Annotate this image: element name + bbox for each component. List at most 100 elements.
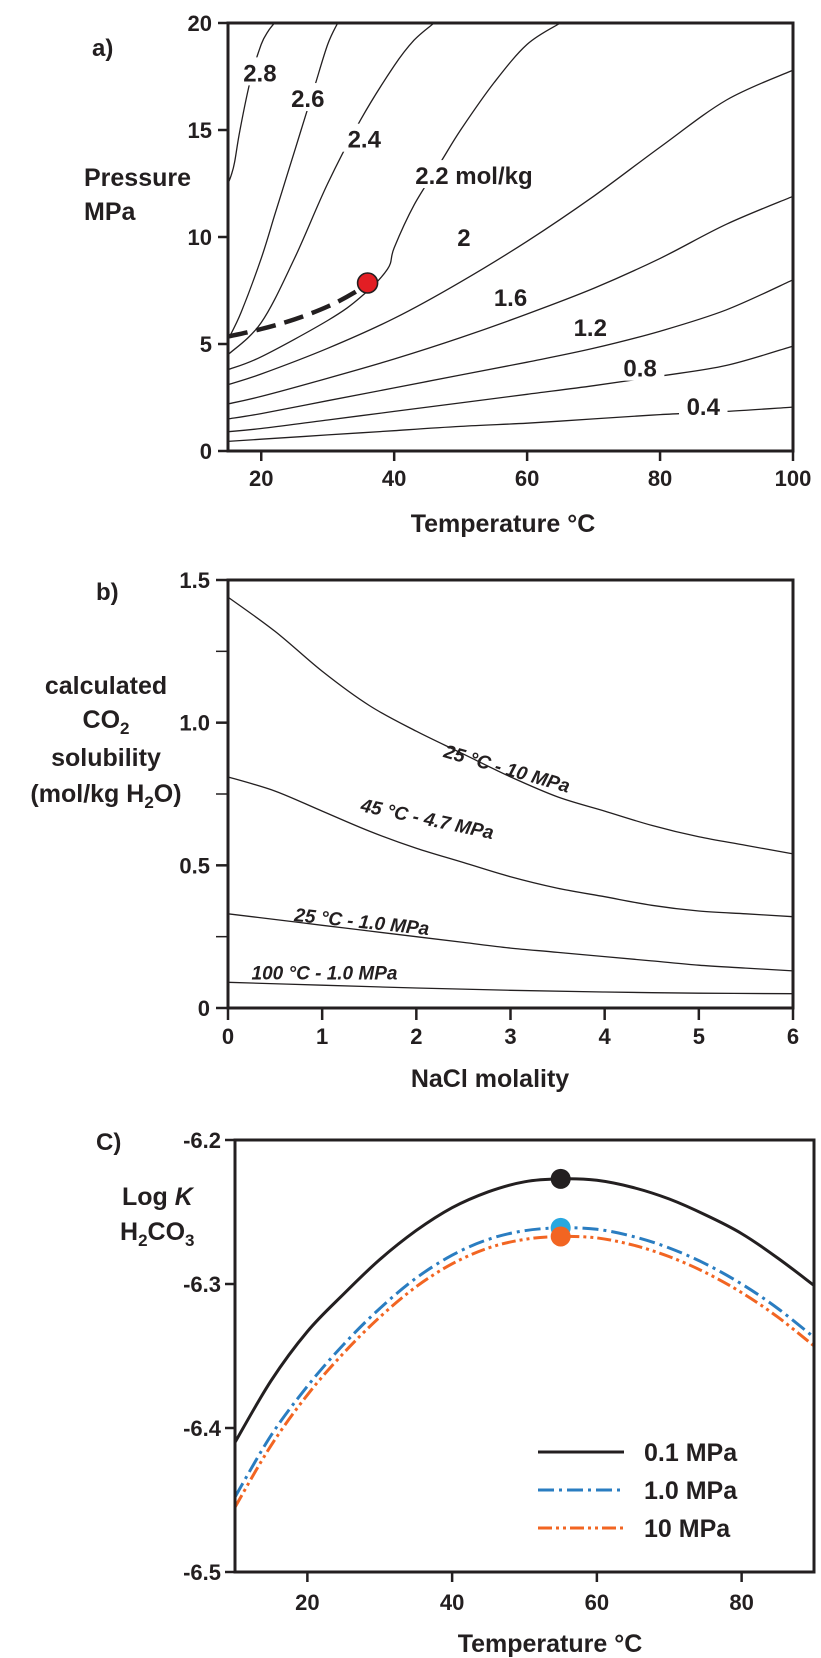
panel-c-xtick-label: 60 [585, 1590, 609, 1615]
panel-b-label: b) [96, 579, 119, 606]
panel-c-ytick-label: -6.5 [183, 1560, 221, 1585]
panel-b-solubility-curve [227, 913, 794, 972]
panel-a-label-mask [615, 352, 665, 381]
panel-a-label: a) [92, 35, 113, 62]
panel-a-critical-point [356, 272, 379, 294]
panel-a-xlabel: Temperature °C [411, 510, 596, 538]
panel-b-xtick-label: 2 [410, 1024, 422, 1049]
panel-a-isoline [227, 22, 276, 184]
panel-c-ylabel-sub2: 2 [138, 1231, 147, 1250]
panel-b-xtick-label: 4 [599, 1024, 612, 1049]
panel-c-xtick-label: 20 [295, 1590, 319, 1615]
panel-a-ytick-label: 5 [200, 332, 212, 357]
panel-a-label-mask [566, 312, 615, 341]
panel-a-label-mask [486, 282, 535, 311]
panel-b-ytick-label: 0.5 [179, 853, 210, 878]
panel-c-frame [233, 1138, 816, 1574]
panel-a-xtick-label: 80 [648, 466, 672, 491]
panel-c-ylabel-co: CO [148, 1218, 186, 1246]
panel-a-phase-boundary [227, 281, 369, 339]
panel-b-curve-label: 25 °C - 10 MPa [440, 741, 572, 797]
panel-b-frame [226, 578, 795, 1010]
panel-b-solubility-curve [227, 981, 794, 995]
panel-c-ytick-label: -6.4 [183, 1416, 222, 1441]
panel-a-isoline-label: 1.2 [574, 315, 607, 342]
panel-b-ytick-label: 0 [198, 996, 210, 1021]
panel-b-xtick-label: 3 [504, 1024, 516, 1049]
panel-a-xtick-label: 20 [249, 466, 273, 491]
panel-a-ytick-label: 15 [188, 118, 212, 143]
panel-c-ylabel-sub3: 3 [185, 1231, 194, 1250]
panel-a-xtick-label: 100 [775, 466, 812, 491]
panel-a-isoline [227, 195, 794, 405]
panel-a-isoline-label: 2.8 [243, 60, 276, 87]
panel-c-ytick-label: -6.3 [183, 1272, 221, 1297]
panel-b-ylabel-mol: (mol/kg H [30, 780, 144, 808]
panel-c-xlabel: Temperature °C [458, 1630, 643, 1658]
panel-a-label-mask [340, 123, 389, 152]
panel-a-ylabel-line2: MPa [84, 198, 137, 226]
panel-c-series-line [233, 1177, 815, 1444]
panel-c-xtick-label: 80 [729, 1590, 753, 1615]
panel-a-isoline-label: 2 [457, 225, 470, 252]
panel-c-series-line [233, 1226, 815, 1498]
panel-a-isoline [227, 22, 339, 340]
panel-a-label-mask [453, 222, 475, 251]
panel-c-ylabel-line2: H2CO3 [120, 1218, 195, 1250]
panel-a-xtick-label: 40 [382, 466, 406, 491]
panel-b-xtick-label: 5 [693, 1024, 705, 1049]
panel-b-curve-label: 100 °C - 1.0 MPa [252, 963, 398, 984]
panel-a-isoline-label: 1.6 [494, 285, 527, 312]
panel-b-ylabel-sub1: 2 [120, 719, 129, 738]
panel-c-label: C) [96, 1129, 121, 1156]
panel-c-legend-label: 10 MPa [644, 1515, 731, 1543]
panel-a-isoline [227, 69, 794, 386]
panel-c-ylabel-h: H [120, 1218, 138, 1246]
panel-c-ytick-label: -6.2 [183, 1128, 221, 1153]
panel-a-frame [226, 21, 795, 453]
panel-a-isoline [227, 22, 561, 371]
panel-b-xtick-label: 6 [787, 1024, 799, 1049]
panel-a-ytick-label: 20 [188, 11, 212, 36]
panel-c-ylabel-k: K [175, 1183, 195, 1211]
panel-c-max-point [550, 1168, 571, 1189]
panel-a-xtick-label: 60 [515, 466, 539, 491]
panel-b-ylabel-o: O) [154, 780, 182, 808]
panel-b-ylabel-line2: CO2 [83, 706, 130, 738]
panel-a-isoline [227, 345, 794, 433]
panel-b-ytick-label: 1.5 [179, 568, 210, 593]
panel-a-isoline [227, 279, 794, 420]
panel-b-ylabel-line1: calculated [45, 672, 167, 700]
panel-a-isoline-label: 0.4 [687, 394, 721, 421]
panel-c-ylabel-line1: Log K [122, 1183, 195, 1211]
panel-b-ytick-label: 1.0 [179, 711, 210, 736]
panel-a-label-mask [235, 57, 285, 86]
panel-b-solubility-curve [227, 596, 794, 855]
panel-c-legend-label: 1.0 MPa [644, 1477, 738, 1505]
panel-b-xtick-label: 0 [222, 1024, 234, 1049]
panel-c-legend: 0.1 MPa 1.0 MPa 10 MPa [538, 1439, 738, 1543]
panel-a-isoline-label: 2.6 [291, 86, 324, 113]
panel-b-chart: b) calculated CO2 solubility (mol/kg H2O… [30, 568, 799, 1093]
panel-b-ylabel-line4: (mol/kg H2O) [30, 780, 181, 812]
panel-b-curve-label: 25 °C - 1.0 MPa [292, 905, 430, 940]
panel-a-ytick-label: 0 [200, 439, 212, 464]
panel-a-isoline-label: 2.4 [348, 127, 382, 154]
panel-a-isoline-label: 2.2 mol/kg [415, 163, 532, 190]
panel-a-label-mask [283, 83, 333, 112]
panel-c-ylabel-log: Log [122, 1183, 175, 1211]
panel-a-isoline-label: 0.8 [623, 356, 656, 383]
panel-a-label-mask [402, 160, 546, 189]
panel-c-chart: C) Log K H2CO3 Temperature °C -6.5 -6.4 -6… [96, 1128, 816, 1658]
panel-c-max-point [550, 1226, 571, 1247]
panel-c-legend-label: 0.1 MPa [644, 1439, 738, 1467]
panel-b-ylabel-co: CO [83, 706, 121, 734]
panel-b-ylabel-sub2: 2 [144, 793, 153, 812]
panel-a-ylabel-line1: Pressure [84, 164, 191, 192]
panel-a-isoline [227, 22, 435, 356]
panel-b-ylabel-line3: solubility [51, 744, 161, 772]
panel-b-xlabel: NaCl molality [411, 1065, 569, 1093]
panel-a-ytick-label: 10 [188, 225, 212, 250]
panel-b-solubility-curve [227, 776, 794, 918]
